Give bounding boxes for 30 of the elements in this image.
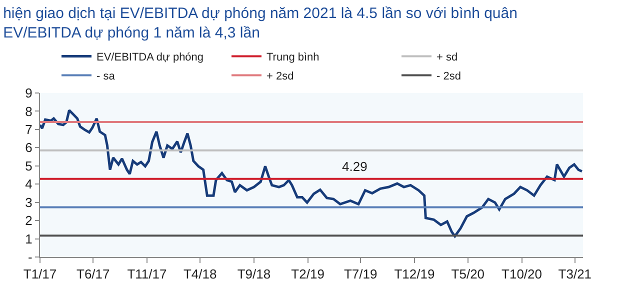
legend-label: + sd — [436, 52, 458, 64]
annotation: 4.29 — [342, 159, 368, 174]
legend-label: Trung bình — [266, 52, 320, 64]
x-tick-label: T1/17 — [23, 266, 57, 282]
x-tick-label: T10/20 — [502, 266, 542, 282]
chart-title: hiện giao dịch tại EV/EBITDA dự phóng năm 2021 là 4.5 lần so với bình quân EV/EBITDA dự phóng 1 năm là 4,3 lần — [3, 5, 518, 42]
legend-label: - 2sd — [436, 70, 461, 83]
y-tick-label: 1 — [25, 231, 32, 246]
y-tick-label: 6 — [25, 140, 32, 156]
x-tick-label: T4/18 — [183, 266, 217, 282]
y-tick-label: 7 — [25, 122, 32, 137]
y-tick-label: 9 — [25, 86, 32, 101]
x-tick-label: T6/17 — [76, 266, 110, 282]
y-tick-label: 2 — [25, 213, 32, 228]
x-tick-label: T9/18 — [237, 266, 271, 282]
x-tick-label: T7/19 — [344, 266, 378, 282]
x-tick-label: T5/20 — [451, 266, 485, 282]
y-tick-label: 4 — [25, 176, 32, 192]
legend-label: EV/EBITDA dự phóng — [96, 52, 204, 64]
x-tick-label: T2/19 — [291, 266, 324, 282]
legend-label: - sa — [96, 70, 116, 83]
line-series — [40, 109, 583, 238]
x-tick-label: T3/21 — [558, 266, 592, 282]
x-tick-label: T12/19 — [394, 266, 435, 282]
y-tick-label: 5 — [25, 158, 32, 174]
y-tick-label: 3 — [25, 194, 32, 210]
y-tick-label: 8 — [25, 104, 32, 119]
y-tick-label: - — [28, 250, 32, 265]
x-tick-label: T11/17 — [127, 266, 167, 282]
legend-label: + 2sd — [266, 70, 294, 83]
